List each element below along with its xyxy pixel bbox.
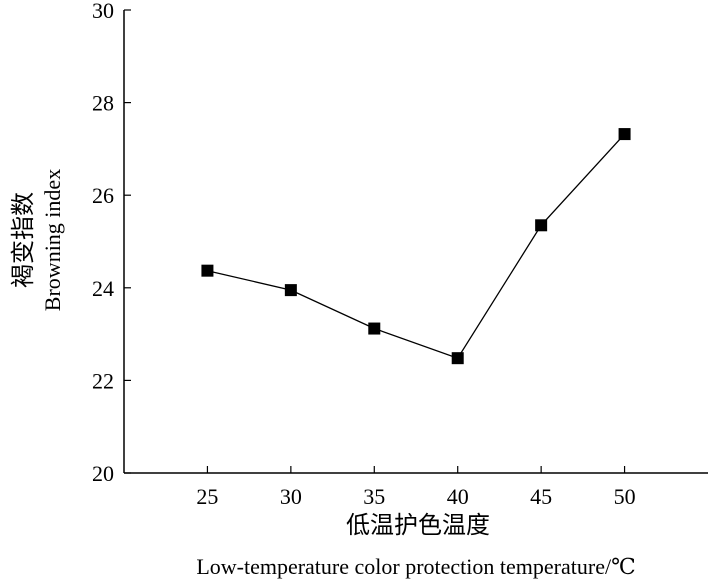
data-point-marker	[368, 322, 381, 335]
x-tick-label: 45	[530, 484, 552, 509]
y-tick-label: 26	[92, 183, 114, 208]
y-axis-title-en: Browning index	[40, 169, 65, 311]
data-point-marker	[284, 284, 297, 297]
series-line	[207, 133, 626, 359]
data-series	[201, 128, 631, 365]
x-tick-label: 50	[614, 484, 636, 509]
y-tick-label: 24	[92, 276, 114, 301]
x-axis-title-zh: 低温护色温度	[346, 512, 490, 539]
x-tick-label: 25	[196, 484, 218, 509]
data-point-marker	[451, 352, 464, 365]
x-tick-label: 40	[447, 484, 469, 509]
x-axis-title-en: Low-temperature color protection tempera…	[196, 554, 635, 579]
x-axis-ticks: 25 30 35 40 45 50	[196, 466, 636, 509]
data-point-marker	[201, 264, 214, 277]
chart-axes	[123, 10, 708, 474]
x-tick-label: 30	[280, 484, 302, 509]
x-tick-label: 35	[363, 484, 385, 509]
y-axis-ticks: 20 22 24 26 28 30	[92, 0, 131, 486]
data-point-marker	[618, 128, 631, 141]
y-tick-label: 28	[92, 91, 114, 116]
y-tick-label: 22	[92, 368, 114, 393]
data-point-marker	[535, 219, 548, 232]
y-tick-label: 20	[92, 461, 114, 486]
y-axis-title-zh: 褐变指数	[10, 192, 37, 288]
y-tick-label: 30	[92, 0, 114, 23]
